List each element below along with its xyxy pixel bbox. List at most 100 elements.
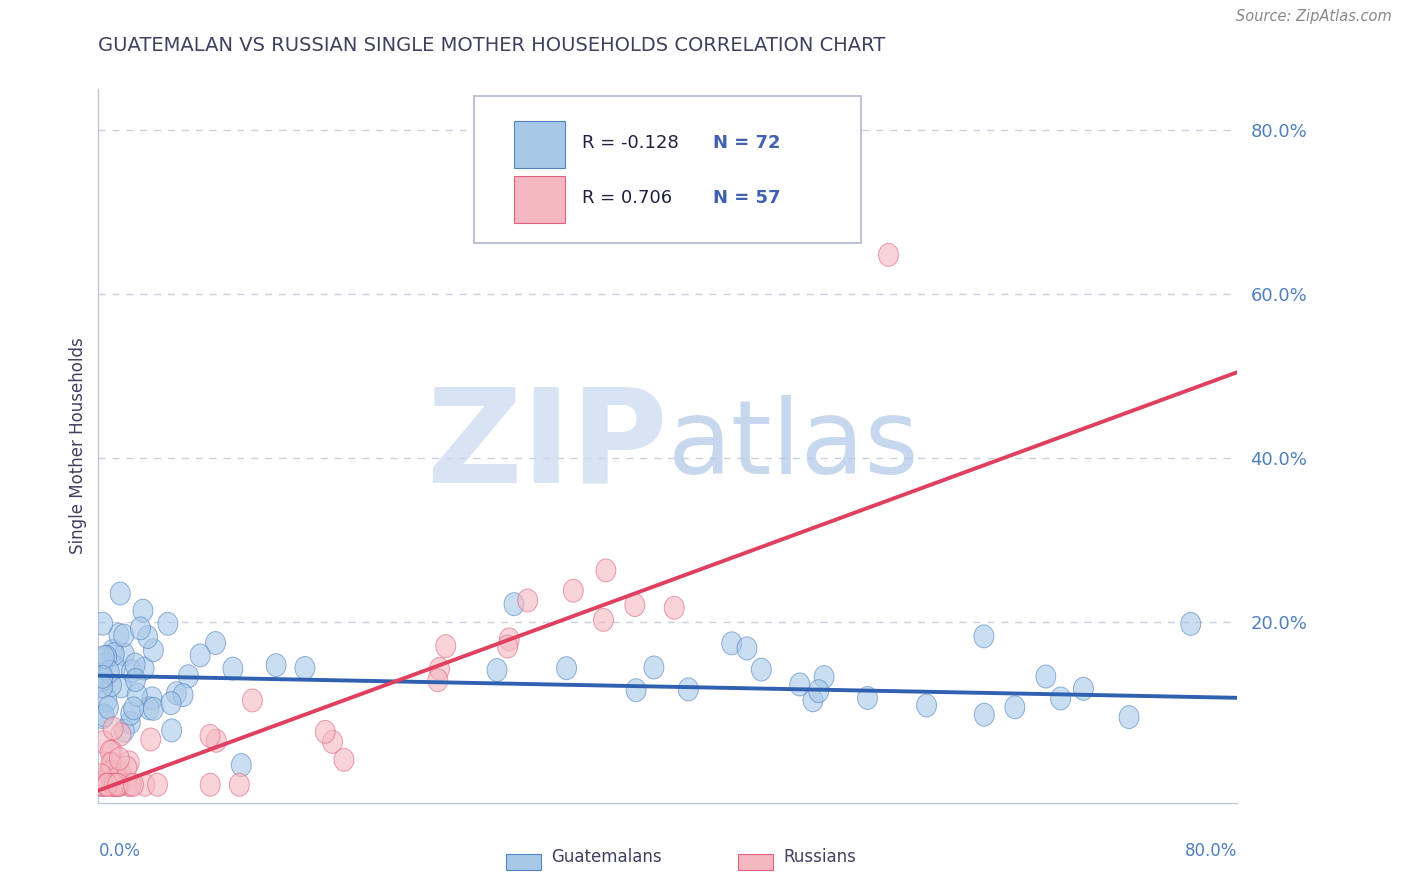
Text: atlas: atlas (668, 395, 920, 497)
Ellipse shape (101, 752, 121, 775)
FancyBboxPatch shape (515, 177, 565, 223)
Ellipse shape (679, 678, 699, 701)
Ellipse shape (97, 773, 117, 797)
Ellipse shape (200, 724, 219, 747)
Ellipse shape (91, 773, 111, 797)
Ellipse shape (107, 763, 127, 786)
Ellipse shape (138, 625, 157, 648)
Ellipse shape (121, 773, 141, 797)
Ellipse shape (125, 669, 145, 691)
Ellipse shape (127, 683, 148, 706)
Ellipse shape (98, 696, 118, 719)
Ellipse shape (104, 773, 124, 797)
Ellipse shape (110, 773, 129, 797)
Ellipse shape (121, 711, 141, 734)
Ellipse shape (157, 612, 177, 635)
Ellipse shape (103, 740, 122, 763)
Ellipse shape (1119, 706, 1139, 729)
Ellipse shape (974, 703, 994, 726)
Ellipse shape (162, 719, 181, 742)
Ellipse shape (232, 754, 252, 777)
Ellipse shape (173, 683, 193, 706)
Ellipse shape (93, 654, 112, 676)
Ellipse shape (803, 689, 823, 712)
Ellipse shape (131, 617, 150, 640)
Ellipse shape (100, 660, 120, 683)
Ellipse shape (97, 689, 117, 712)
Ellipse shape (121, 702, 141, 725)
Ellipse shape (134, 599, 153, 622)
Text: N = 72: N = 72 (713, 134, 780, 152)
Ellipse shape (94, 704, 114, 727)
Ellipse shape (114, 643, 135, 666)
Ellipse shape (179, 665, 198, 688)
Ellipse shape (1073, 677, 1094, 700)
Ellipse shape (105, 656, 125, 679)
Ellipse shape (207, 730, 226, 752)
Ellipse shape (486, 658, 508, 681)
Ellipse shape (596, 559, 616, 582)
Ellipse shape (564, 579, 583, 602)
Ellipse shape (858, 687, 877, 709)
Ellipse shape (110, 747, 129, 770)
Ellipse shape (879, 244, 898, 267)
FancyBboxPatch shape (515, 121, 565, 168)
Ellipse shape (315, 721, 335, 743)
Ellipse shape (110, 773, 129, 797)
Ellipse shape (974, 624, 994, 648)
Ellipse shape (624, 593, 645, 616)
Text: Guatemalans: Guatemalans (551, 848, 662, 866)
Ellipse shape (266, 654, 285, 677)
Ellipse shape (105, 773, 125, 797)
Ellipse shape (103, 717, 124, 740)
Ellipse shape (97, 773, 117, 797)
Ellipse shape (104, 773, 124, 797)
Ellipse shape (111, 762, 131, 785)
Ellipse shape (429, 657, 450, 681)
Ellipse shape (101, 673, 121, 697)
Ellipse shape (108, 624, 129, 647)
Text: R = -0.128: R = -0.128 (582, 134, 679, 152)
Ellipse shape (143, 698, 163, 721)
Ellipse shape (114, 624, 134, 647)
Ellipse shape (124, 697, 143, 720)
Ellipse shape (751, 658, 772, 681)
Ellipse shape (557, 657, 576, 680)
Ellipse shape (626, 679, 647, 702)
Ellipse shape (721, 632, 742, 655)
Ellipse shape (205, 632, 225, 655)
Ellipse shape (103, 773, 122, 797)
Ellipse shape (517, 589, 537, 612)
Ellipse shape (143, 639, 163, 662)
Text: Source: ZipAtlas.com: Source: ZipAtlas.com (1236, 9, 1392, 24)
Ellipse shape (224, 657, 243, 680)
Ellipse shape (94, 731, 114, 754)
Text: Russians: Russians (783, 848, 856, 866)
Ellipse shape (814, 665, 834, 689)
Ellipse shape (110, 582, 131, 605)
Ellipse shape (505, 592, 524, 615)
Ellipse shape (93, 706, 112, 729)
Ellipse shape (498, 635, 517, 658)
Ellipse shape (200, 773, 221, 797)
Ellipse shape (108, 773, 128, 797)
Ellipse shape (118, 773, 138, 797)
Ellipse shape (101, 753, 121, 776)
Ellipse shape (117, 756, 136, 779)
Y-axis label: Single Mother Households: Single Mother Households (69, 338, 87, 554)
Text: GUATEMALAN VS RUSSIAN SINGLE MOTHER HOUSEHOLDS CORRELATION CHART: GUATEMALAN VS RUSSIAN SINGLE MOTHER HOUS… (98, 36, 886, 54)
Ellipse shape (737, 637, 756, 660)
Ellipse shape (97, 773, 117, 797)
Ellipse shape (139, 697, 159, 720)
Ellipse shape (162, 691, 181, 714)
Ellipse shape (917, 694, 936, 717)
Ellipse shape (1050, 687, 1070, 710)
Ellipse shape (499, 628, 519, 651)
Ellipse shape (148, 773, 167, 797)
Ellipse shape (124, 773, 143, 797)
Ellipse shape (111, 723, 131, 746)
Ellipse shape (104, 642, 124, 665)
Text: R = 0.706: R = 0.706 (582, 189, 672, 207)
Ellipse shape (91, 764, 111, 787)
Ellipse shape (190, 644, 209, 667)
